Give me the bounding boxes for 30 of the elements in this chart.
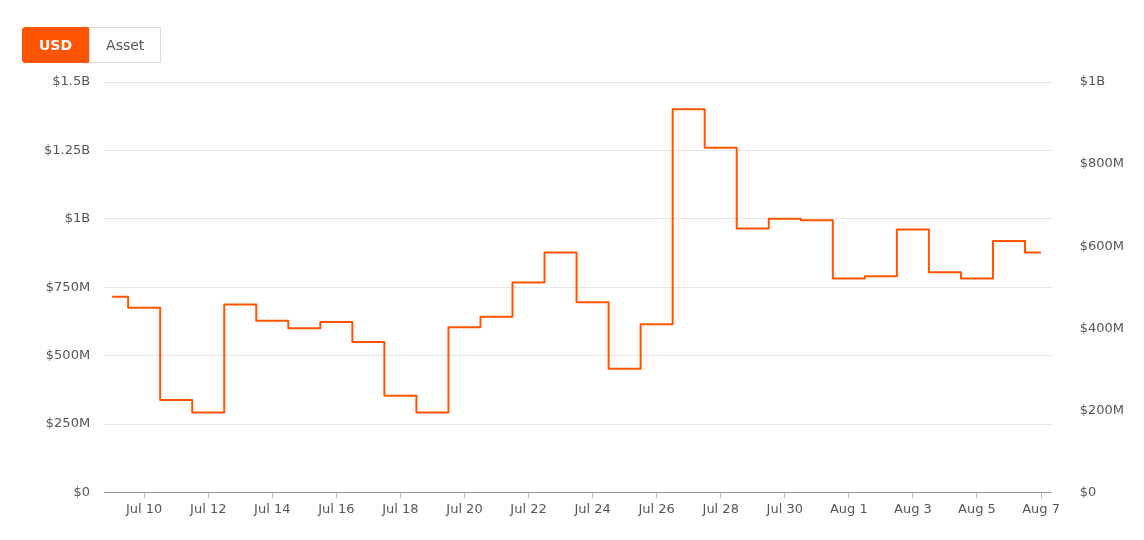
x-tick-label: Jul 12 <box>189 500 227 516</box>
x-tick-label: Jul 16 <box>317 500 355 516</box>
y-tick-label: $0 <box>73 483 91 499</box>
x-tick-label: Aug 1 <box>829 500 868 516</box>
y2-tick-label: $1B <box>1079 73 1106 89</box>
y-tick-label: $500M <box>45 346 91 362</box>
x-tick-label: Jul 28 <box>701 500 739 516</box>
y2-tick-label: $600M <box>1079 237 1125 253</box>
x-tick-label: Jul 14 <box>253 500 291 516</box>
x-tick-label: Jul 22 <box>509 500 547 516</box>
x-tick-label: Jul 18 <box>381 500 419 516</box>
x-tick-label: Aug 3 <box>894 500 932 516</box>
x-tick-label: Jul 24 <box>573 500 611 516</box>
x-tick-label: Jul 26 <box>637 500 675 516</box>
y-tick-label: $1.5B <box>52 73 91 89</box>
y2-tick-label: $0 <box>1079 483 1097 499</box>
y2-tick-label: $400M <box>1079 319 1125 335</box>
x-tick-label: Aug 5 <box>958 500 996 516</box>
x-tick-label: Aug 7 <box>1022 500 1060 516</box>
y2-tick-label: $800M <box>1079 155 1125 171</box>
y-tick-label: $250M <box>45 415 91 431</box>
y-tick-label: $750M <box>45 278 91 294</box>
y-tick-label: $1.25B <box>43 141 91 157</box>
x-tick-label: Jul 30 <box>765 500 803 516</box>
x-tick-label: Jul 10 <box>124 500 163 516</box>
text: Asset <box>89 27 162 63</box>
text: USD <box>22 27 90 63</box>
y2-tick-label: $200M <box>1079 401 1125 417</box>
y-tick-label: $1B <box>64 210 91 226</box>
x-tick-label: Jul 20 <box>445 500 483 516</box>
